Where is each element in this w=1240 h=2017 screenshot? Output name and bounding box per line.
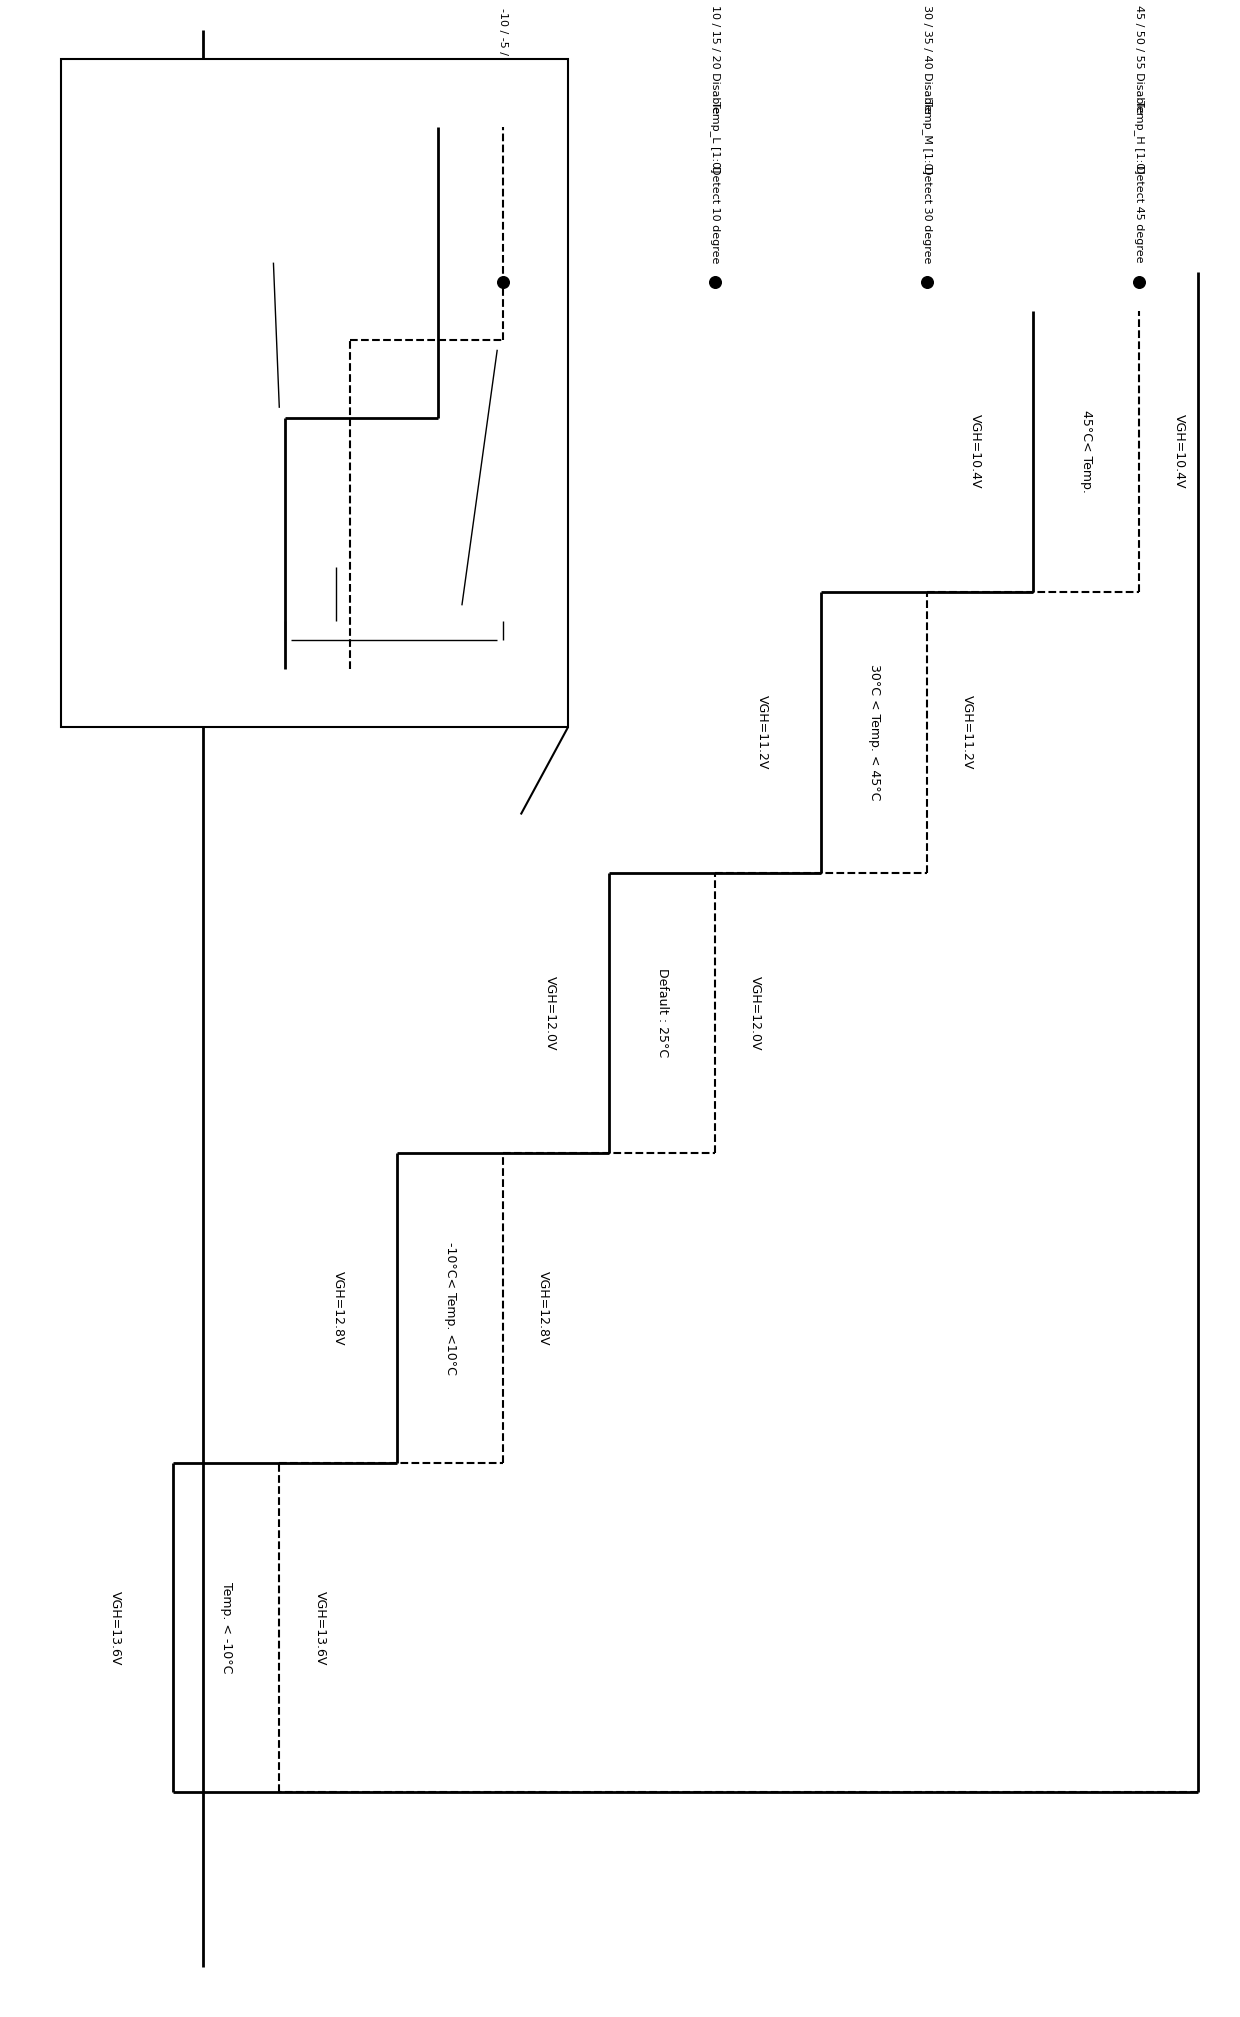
Text: -10 / -5 / 0 Disable: -10 / -5 / 0 Disable [498,8,508,111]
Text: Hysteresis Value (HS): Hysteresis Value (HS) [539,397,549,518]
Text: 10 / 15 / 20 Disable: 10 / 15 / 20 Disable [711,6,720,113]
Text: VGH=12.0V: VGH=12.0V [544,976,557,1051]
Text: Temp_M [1:0]: Temp_M [1:0] [921,99,932,173]
Point [706,266,725,299]
Text: - setting Temp - Hysteresis Value: - setting Temp - Hysteresis Value [428,389,438,561]
Text: Detect -10 degree: Detect -10 degree [498,163,508,264]
Text: Temp_H [1:0]: Temp_H [1:0] [1133,101,1145,173]
Text: VGH=11.2V: VGH=11.2V [756,696,769,768]
Text: VGH=13.6V: VGH=13.6V [108,1591,122,1664]
Text: VGH Voltage: VGH Voltage [233,83,243,153]
Text: Temp_L [1:0]: Temp_L [1:0] [709,101,720,173]
Text: 45°C< Temp.: 45°C< Temp. [1080,409,1092,492]
Text: Default : 25°C: Default : 25°C [656,968,668,1057]
Text: VGH=10.4V: VGH=10.4V [968,413,981,488]
Text: HS: HS [331,539,341,553]
Text: VGH=10.4V: VGH=10.4V [1173,413,1187,488]
Text: 45 / 50 / 55 Disable: 45 / 50 / 55 Disable [1135,6,1145,113]
Text: VGH=11.2V: VGH=11.2V [961,696,975,768]
Text: VGH=12.8V: VGH=12.8V [537,1271,551,1345]
Text: - setting Temp + Hysteresis Value: - setting Temp + Hysteresis Value [145,107,155,282]
Text: VGH=12.8V: VGH=12.8V [332,1271,345,1345]
Bar [62,58,568,728]
Text: Temp. < -10°C: Temp. < -10°C [219,1581,233,1674]
Text: Detect 45 degree: Detect 45 degree [1135,165,1145,262]
Text: 30°C < Temp. < 45°C: 30°C < Temp. < 45°C [868,664,880,801]
Point [918,266,937,299]
Text: VGH=13.6V: VGH=13.6V [314,1591,326,1664]
Text: Temp_C [1:0]: Temp_C [1:0] [497,101,508,173]
Text: setting Temp: setting Temp [188,161,198,228]
Text: VGH=12.0V: VGH=12.0V [749,976,763,1051]
Text: voltage down Temp (Delay): voltage down Temp (Delay) [98,119,108,270]
Text: voltage up Temp: voltage up Temp [381,430,391,522]
Text: -10°C< Temp. <10°C: -10°C< Temp. <10°C [444,1242,456,1376]
Point [1130,266,1149,299]
Text: VGH Voltage: VGH Voltage [456,643,467,714]
Text: 30 / 35 / 40 Disable: 30 / 35 / 40 Disable [923,6,932,113]
Text: Detect 10 degree: Detect 10 degree [711,165,720,262]
Point [494,266,513,299]
Text: Detect 30 degree: Detect 30 degree [923,165,932,262]
Text: setting Temp: setting Temp [472,442,482,508]
